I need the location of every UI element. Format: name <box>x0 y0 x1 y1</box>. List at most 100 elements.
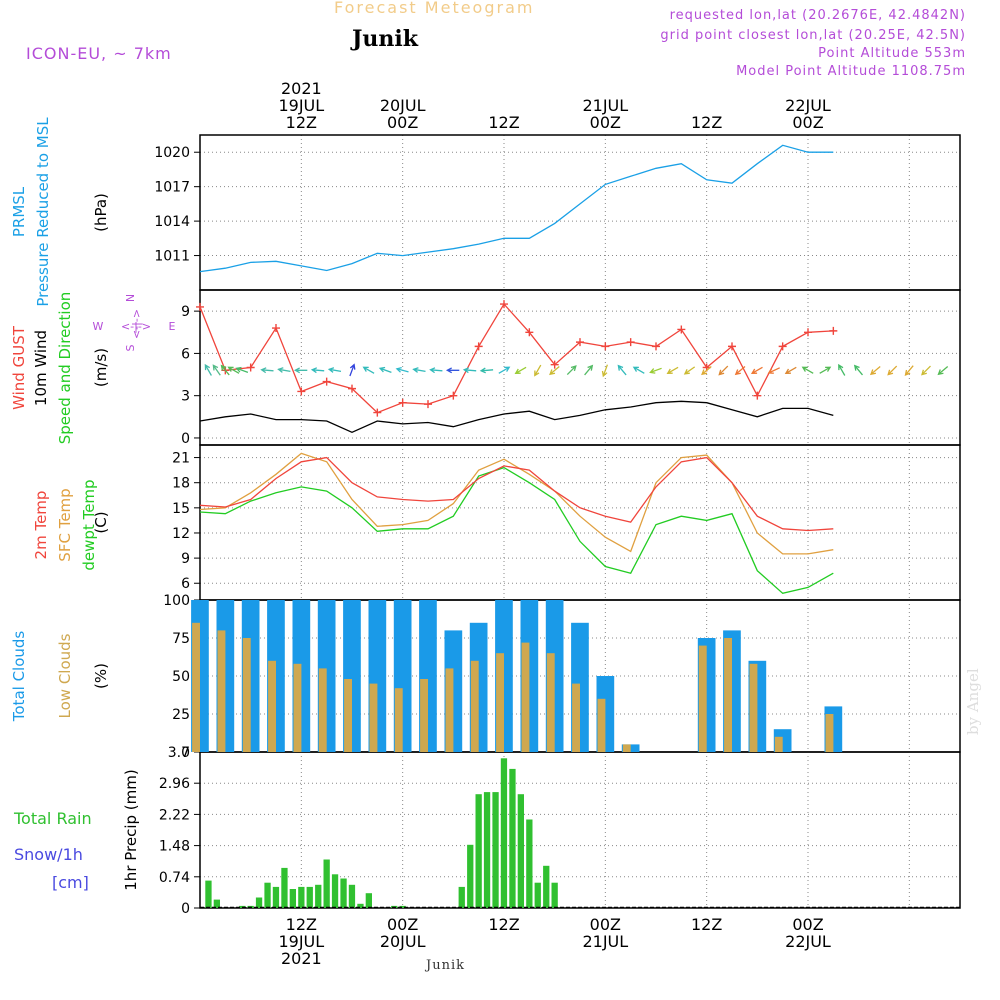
wind-direction-arrow <box>213 365 220 375</box>
wind-direction-arrow <box>481 368 493 373</box>
y-tick-label: 2.96 <box>159 776 190 792</box>
snow-unit-label: [cm] <box>52 873 89 892</box>
wind-direction-arrow <box>279 368 291 373</box>
low-cloud-bar <box>268 661 276 752</box>
rain-bar <box>324 860 330 909</box>
gust-point <box>627 338 635 346</box>
y-tick-label: 9 <box>181 304 190 320</box>
total-clouds-label: Total Clouds <box>10 631 28 723</box>
rain-bar <box>214 900 220 908</box>
rain-bar <box>205 881 211 908</box>
rain-bar <box>501 758 507 908</box>
unit-label: (m/s) <box>92 348 110 387</box>
rain-bar <box>298 887 304 908</box>
rain-bar <box>273 887 279 908</box>
top-time-label: 00Z <box>387 113 418 132</box>
pressure-panel: 1011101410171020(hPa) <box>92 135 960 290</box>
y-tick-label: 25 <box>172 707 190 723</box>
gust-point <box>753 392 761 400</box>
low-cloud-bar <box>826 714 834 752</box>
low-cloud-bar <box>775 737 783 752</box>
wind-direction-arrow <box>719 366 728 375</box>
wind-direction-arrow <box>634 367 644 373</box>
wind-direction-arrow <box>397 368 409 373</box>
pressure-panel-border <box>200 135 960 290</box>
wind-direction-arrow <box>839 365 845 375</box>
wind-direction-arrow <box>499 367 509 373</box>
unit-label: (hPa) <box>92 193 110 232</box>
compass-arrows-v: <-|-> <box>130 309 143 339</box>
rain-bar <box>290 889 296 908</box>
wind-direction-arrow <box>871 367 880 375</box>
wind-direction-arrow <box>820 367 830 373</box>
rain-bar <box>264 883 270 908</box>
y-tick-label: 6 <box>181 576 190 592</box>
bottom-time-label: 21JUL <box>582 932 628 951</box>
wind-direction-arrow <box>939 367 948 375</box>
wind-gust-label: Wind GUST <box>10 325 28 410</box>
rain-bar <box>518 794 524 908</box>
dewpt-series-line <box>200 468 833 594</box>
compass-n: N <box>124 294 137 302</box>
rain-bar <box>467 845 473 908</box>
rain-bar <box>526 820 532 909</box>
compass-s: S <box>124 344 137 351</box>
gust-point <box>829 327 837 335</box>
y-tick-label: 3.7 <box>168 745 190 761</box>
temp-sfc-label: SFC Temp <box>56 488 74 561</box>
bottom-time-label: 12Z <box>488 915 519 934</box>
y-tick-label: 50 <box>172 669 190 685</box>
low-cloud-bar <box>395 688 403 752</box>
low-cloud-bar <box>218 630 226 752</box>
low-cloud-bar <box>724 638 732 752</box>
rain-bar <box>307 887 313 908</box>
rain-bar <box>256 898 262 909</box>
rain-bar <box>366 893 372 908</box>
wind-direction-arrow <box>350 365 355 376</box>
bottom-time-label: 22JUL <box>785 932 831 951</box>
wind-direction-arrow <box>567 366 576 375</box>
bottom-time-label: 20JUL <box>380 932 426 951</box>
rain-bar <box>552 883 558 908</box>
gust-point <box>399 399 407 407</box>
low-cloud-bar <box>623 744 631 752</box>
low-cloud-bar <box>598 699 606 752</box>
temperature-panel: 6 9 12 15 18 21 (C) <box>92 445 960 600</box>
rain-bar <box>340 879 346 909</box>
temperature-panel-border <box>200 445 960 600</box>
wind-direction-arrow <box>516 367 526 373</box>
wind-direction-arrow <box>312 368 324 373</box>
y-tick-label: 1.48 <box>159 839 190 855</box>
top-time-label: 12Z <box>286 113 317 132</box>
unit-label: (%) <box>92 663 110 689</box>
y-tick-label: 9 <box>181 551 190 567</box>
wind-direction-arrow <box>752 367 762 373</box>
y-tick-label: 0 <box>181 431 190 447</box>
wind-direction-arrow <box>618 366 626 375</box>
gust-point <box>677 325 685 333</box>
gust-point <box>449 392 457 400</box>
wind-10m-label: 10m Wind <box>32 330 50 406</box>
top-time-label: 00Z <box>590 113 621 132</box>
low-cloud-bar <box>344 679 352 752</box>
wind-direction-arrow <box>295 368 307 373</box>
low-cloud-bar <box>420 679 428 752</box>
y-tick-label: 0 <box>181 901 190 917</box>
low-cloud-bar <box>699 646 707 752</box>
gust-point <box>475 342 483 350</box>
wind-direction-arrow <box>855 366 863 375</box>
low-cloud-bar <box>294 664 302 752</box>
rain-bar <box>459 887 465 908</box>
wind-speed-line <box>200 401 833 432</box>
pressure-label-long: Pressure Reduced to MSL <box>34 117 52 307</box>
wind-direction-arrow <box>380 368 391 373</box>
unit-label: 1hr Precip (mm) <box>122 769 140 890</box>
rain-bar <box>315 885 321 908</box>
wind-direction-arrow <box>888 366 897 375</box>
gust-point <box>297 387 305 395</box>
y-tick-label: 1017 <box>154 180 190 196</box>
wind-direction-arrow <box>668 367 678 373</box>
wind-panel-border <box>200 290 960 445</box>
low-cloud-bar <box>471 661 479 752</box>
gust-series-line <box>200 304 833 413</box>
